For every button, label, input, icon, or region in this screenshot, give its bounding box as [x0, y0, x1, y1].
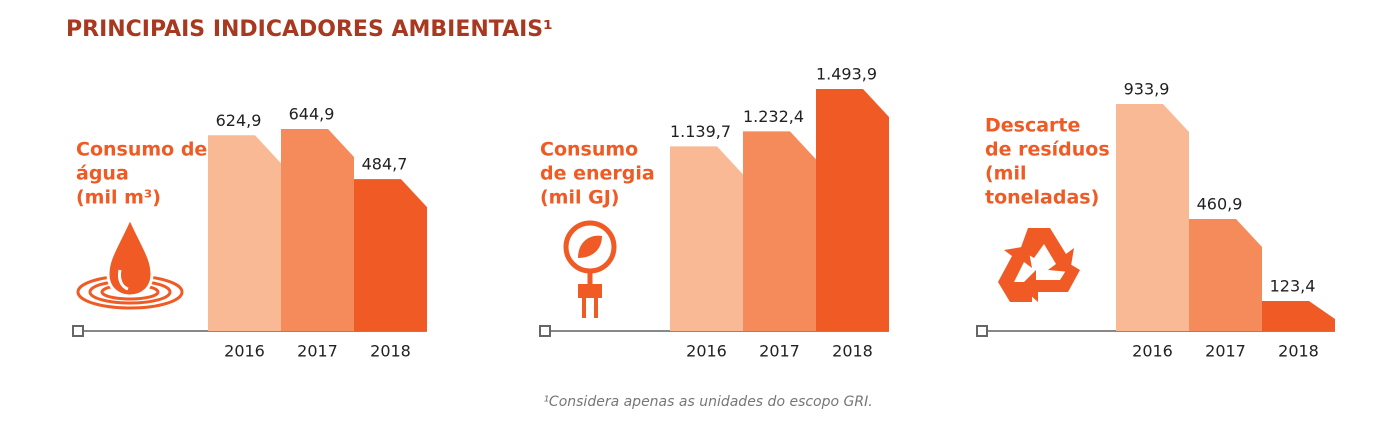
chart-title: água	[76, 163, 129, 185]
value-label: 484,7	[362, 155, 408, 174]
chart-title: Consumo	[540, 139, 638, 161]
bar	[1262, 301, 1335, 331]
bar	[208, 135, 281, 331]
x-tick-label: 2017	[1205, 342, 1246, 361]
chart-title: (mil m³)	[76, 187, 161, 209]
chart-title: de resíduos	[985, 139, 1110, 161]
chart-title: (mil	[985, 163, 1027, 185]
value-label: 933,9	[1124, 80, 1170, 99]
bar	[1189, 218, 1262, 331]
footnote: ¹Considera apenas as unidades do escopo …	[543, 394, 872, 410]
value-label: 123,4	[1270, 277, 1316, 296]
bar	[281, 129, 354, 331]
value-label: 460,9	[1197, 194, 1243, 213]
x-tick-label: 2018	[832, 342, 873, 361]
value-label: 1.493,9	[816, 65, 877, 84]
x-tick-label: 2016	[686, 342, 727, 361]
chart-title: Descarte	[985, 115, 1080, 137]
page-title: PRINCIPAIS INDICADORES AMBIENTAIS¹	[66, 17, 553, 42]
x-tick-label: 2016	[1132, 342, 1173, 361]
recycle-icon	[998, 228, 1080, 302]
value-label: 624,9	[216, 111, 262, 130]
water-icon	[76, 214, 184, 310]
value-label: 1.139,7	[670, 122, 731, 141]
chart-title: Consumo de	[76, 139, 207, 161]
bar	[816, 89, 889, 331]
x-tick-label: 2016	[224, 342, 265, 361]
x-tick-label: 2017	[297, 342, 338, 361]
bar	[743, 131, 816, 331]
value-label: 1.232,4	[743, 107, 804, 126]
baseline-marker	[539, 325, 551, 337]
energy-icon	[563, 220, 617, 318]
bar	[1116, 104, 1189, 331]
baseline-marker	[976, 325, 988, 337]
bar	[354, 179, 427, 331]
x-tick-label: 2018	[1278, 342, 1319, 361]
bar	[670, 146, 743, 331]
baseline-marker	[72, 325, 84, 337]
chart-title: de energia	[540, 163, 655, 185]
x-tick-label: 2018	[370, 342, 411, 361]
chart-title: (mil GJ)	[540, 187, 619, 209]
value-label: 644,9	[289, 105, 335, 124]
x-tick-label: 2017	[759, 342, 800, 361]
chart-title: toneladas)	[985, 187, 1099, 209]
